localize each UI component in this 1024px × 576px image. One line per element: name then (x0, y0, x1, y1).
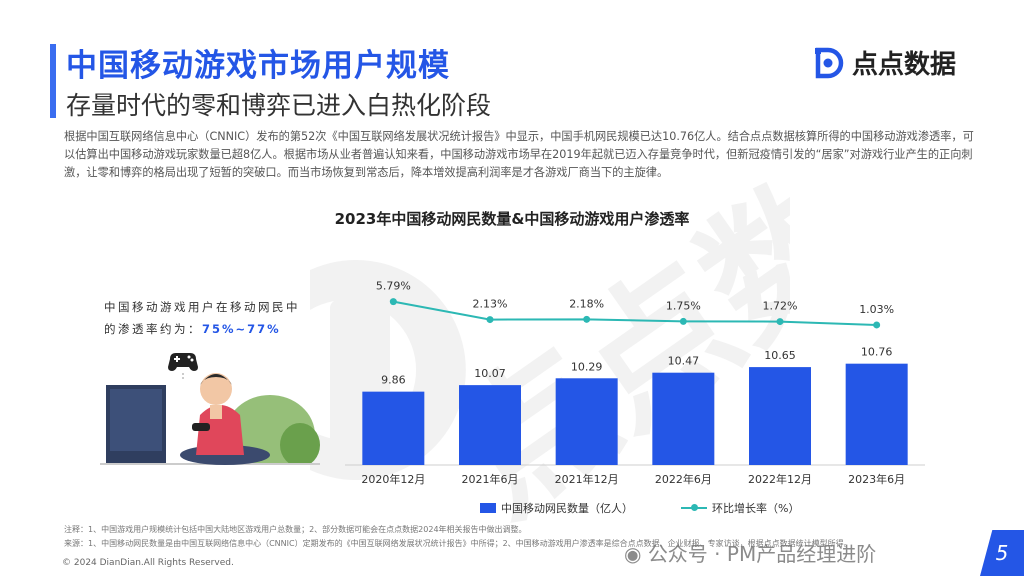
wechat-icon: ◉ (624, 542, 648, 566)
x-tick-label-5: 2023年6月 (848, 472, 905, 486)
legend-bar-label: 中国移动网民数量（亿人） (501, 502, 633, 515)
diandian-logo-icon (815, 47, 844, 78)
brand-logo: 点点数据 (812, 44, 956, 81)
penetration-rate-highlight: 75%~77% (202, 322, 281, 336)
x-tick-label-1: 2021年6月 (462, 472, 519, 486)
page-subtitle: 存量时代的零和博弈已进入白热化阶段 (66, 91, 492, 120)
rate-point-3 (679, 317, 687, 325)
rate-label-4: 1.72% (763, 300, 798, 313)
legend-bar-swatch (480, 503, 496, 513)
bar-5 (845, 363, 908, 465)
bar-1 (459, 385, 521, 465)
legend-line-swatch (681, 504, 707, 511)
rate-point-5 (873, 321, 881, 329)
rate-label-2: 2.18% (569, 297, 604, 310)
bar-4 (749, 367, 811, 465)
bar-value-label-0: 9.86 (381, 374, 406, 387)
wechat-watermark: ◉ 公众号 · PM产品经理进阶 (624, 538, 876, 567)
footnote-note: 注释：1、中国游戏用户规模统计包括中国大陆地区游戏用户总数量；2、部分数据可能会… (64, 525, 527, 534)
penetration-note-line1: 中国移动游戏用户在移动网民中 (104, 300, 300, 314)
penetration-note: 中国移动游戏用户在移动网民中 的渗透率约为：75%~77% (104, 296, 316, 340)
bar-value-label-3: 10.47 (668, 355, 700, 368)
title-accent-bar (50, 44, 56, 118)
gamer-illustration (100, 353, 320, 465)
x-tick-label-4: 2022年12月 (748, 472, 812, 486)
gamepad-icon (168, 353, 198, 381)
chart-title: 2023年中国移动网民数量&中国移动游戏用户渗透率 (334, 210, 690, 228)
copyright: © 2024 DianDian.All Rights Reserved. (62, 558, 234, 568)
bar-2 (555, 378, 618, 465)
rate-point-4 (776, 318, 784, 326)
bar-value-label-1: 10.07 (474, 367, 506, 380)
page-title: 中国移动游戏市场用户规模 (66, 48, 450, 84)
rate-label-5: 1.03% (859, 303, 894, 316)
penetration-note-prefix: 的渗透率约为： (104, 322, 202, 336)
bar-3 (652, 372, 715, 465)
bar-value-label-5: 10.76 (861, 346, 893, 359)
rate-point-2 (583, 315, 591, 323)
chart-legend: 中国移动网民数量（亿人） 环比增长率（%） (480, 500, 799, 516)
rate-point-1 (486, 316, 494, 324)
rate-label-1: 2.13% (473, 298, 508, 311)
rate-point-0 (389, 298, 397, 306)
bar-value-label-4: 10.65 (764, 349, 796, 362)
x-tick-label-3: 2022年6月 (655, 472, 712, 486)
rate-label-0: 5.79% (376, 280, 411, 293)
footnote-source: 来源：1、中国移动网民数量是由中国互联网络信息中心（CNNIC）定期发布的《中国… (64, 539, 852, 548)
rate-series-line (393, 300, 877, 326)
rate-label-3: 1.75% (666, 299, 701, 312)
bar-0 (362, 391, 425, 465)
intro-paragraph: 根据中国互联网络信息中心（CNNIC）发布的第52次《中国互联网络发展状况统计报… (64, 130, 974, 179)
x-tick-label-0: 2020年12月 (361, 472, 425, 486)
legend-line-label: 环比增长率（%） (712, 502, 800, 515)
bar-value-label-2: 10.29 (571, 360, 603, 373)
brand-name: 点点数据 (852, 50, 957, 80)
wechat-watermark-text: 公众号 · PM产品经理进阶 (647, 542, 877, 566)
x-tick-label-2: 2021年12月 (555, 472, 619, 486)
